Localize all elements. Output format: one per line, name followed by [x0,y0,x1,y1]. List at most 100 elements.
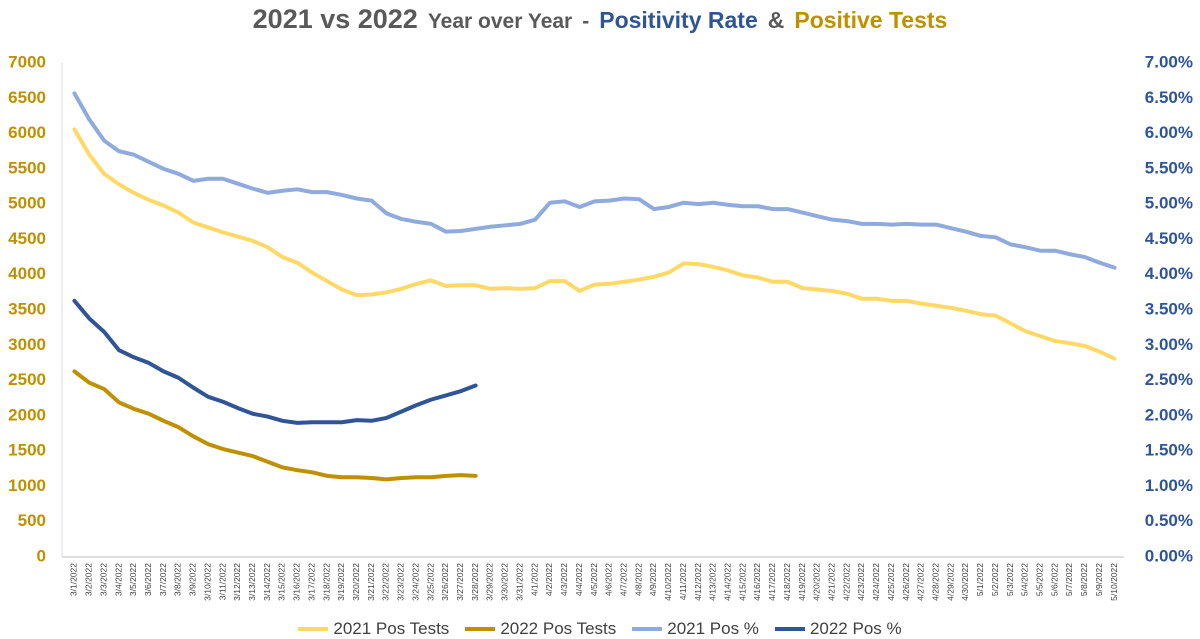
title-part: Positive Tests [794,7,948,33]
legend-label: 2021 Pos % [667,618,759,638]
x-tick-label: 5/8/2022 [1079,563,1089,596]
x-tick-label: 4/18/2022 [782,563,792,601]
y2-tick-label: 6.00% [1145,123,1193,142]
x-tick-label: 3/31/2022 [514,563,524,601]
x-tick-label: 4/20/2022 [812,563,822,601]
x-tick-label: 3/10/2022 [202,563,212,601]
x-tick-label: 3/9/2022 [188,563,198,596]
chart-title: 2021 vs 2022 Year over Year - Positivity Ra… [0,4,1200,35]
x-tick-label: 3/5/2022 [128,563,138,596]
x-tick-label: 4/21/2022 [826,563,836,601]
x-tick-label: 3/3/2022 [98,563,108,596]
x-tick-label: 5/5/2022 [1035,563,1045,596]
x-tick-label: 4/26/2022 [901,563,911,601]
x-tick-label: 4/2/2022 [544,563,554,596]
legend-swatch [632,627,663,632]
y2-tick-label: 1.00% [1145,476,1193,495]
y-tick-label: 5500 [8,158,46,177]
x-tick-label: 5/6/2022 [1049,563,1059,596]
x-tick-label: 3/17/2022 [306,563,316,601]
x-tick-label: 4/7/2022 [618,563,628,596]
y2-tick-label: 4.50% [1145,229,1193,248]
y2-tick-label: 0.50% [1145,511,1193,530]
x-tick-label: 4/22/2022 [841,563,851,601]
x-tick-label: 4/28/2022 [931,563,941,601]
x-tick-label: 3/8/2022 [173,563,183,596]
y-tick-label: 4000 [8,264,46,283]
x-tick-label: 3/21/2022 [366,563,376,601]
legend-item: 2021 Pos Tests [298,619,449,639]
x-tick-label: 4/13/2022 [708,563,718,601]
x-tick-label: 4/10/2022 [663,563,673,601]
y-tick-label: 1000 [8,476,46,495]
y2-tick-label: 7.00% [1145,52,1193,71]
x-tick-label: 4/15/2022 [737,563,747,601]
y-tick-label: 1500 [8,441,46,460]
chart: 0 500 1000 1500 2000 2500 3000 3500 4000 4500 5000… [8,52,1193,601]
legend-item: 2022 Pos Tests [465,619,616,639]
x-tick-label: 3/18/2022 [321,563,331,601]
x-tick-label: 3/4/2022 [113,563,123,596]
x-tick-label: 4/5/2022 [589,563,599,596]
x-tick-label: 5/7/2022 [1064,563,1074,596]
legend-item: 2021 Pos % [632,619,759,639]
x-tick-label: 4/30/2022 [960,563,970,601]
y-tick-label: 3000 [8,335,46,354]
y-tick-label: 5000 [8,194,46,213]
x-tick-label: 3/19/2022 [336,563,346,601]
y-tick-label: 6000 [8,123,46,142]
legend-label: 2022 Pos Tests [500,618,617,638]
x-tick-label: 4/6/2022 [604,563,614,596]
legend-label: 2021 Pos Tests [333,618,450,638]
x-tick-label: 3/7/2022 [158,563,168,596]
x-tick-label: 4/9/2022 [648,563,658,596]
legend-item: 2022 Pos % [774,618,902,639]
y-tick-label: 0 [37,546,46,565]
x-tick-label: 3/24/2022 [410,563,420,601]
legend-swatch [774,627,805,632]
x-tick-label: 4/27/2022 [916,563,926,601]
x-tick-label: 3/29/2022 [485,563,495,601]
x-tick-label: 3/25/2022 [425,563,435,601]
x-tick-label: 3/27/2022 [455,563,465,601]
y2-tick-label: 3.50% [1145,299,1193,318]
x-tick-label: 4/4/2022 [574,563,584,596]
x-tick-label: 4/29/2022 [945,563,955,601]
x-tick-label: 4/12/2022 [693,563,703,601]
x-tick-label: 5/9/2022 [1094,563,1104,596]
y-tick-label: 500 [18,511,46,530]
x-tick-label: 3/14/2022 [262,563,272,601]
y2-tick-label: 0.00% [1145,546,1193,565]
title-part: - [582,10,590,33]
x-tick-label: 4/1/2022 [529,563,539,596]
x-tick-label: 3/13/2022 [247,563,257,601]
y-tick-label: 3500 [8,299,46,318]
x-tick-label: 4/8/2022 [633,563,643,596]
series-line [72,298,478,425]
legend: 2021 Pos Tests 2022 Pos Tests 2021 Pos % 20… [0,618,1200,639]
x-tick-label: 4/14/2022 [722,563,732,601]
x-tick-label: 4/3/2022 [559,563,569,596]
x-tick-label: 3/15/2022 [277,563,287,601]
title-part: & [767,7,785,33]
x-tick-label: 5/4/2022 [1020,563,1030,596]
series-line [72,369,478,482]
y-tick-label: 4500 [8,229,46,248]
x-tick-label: 3/1/2022 [69,563,79,596]
x-tick-label: 3/28/2022 [470,563,480,601]
y2-tick-label: 2.00% [1145,405,1193,424]
y-tick-label: 2000 [8,405,46,424]
x-tick-label: 3/16/2022 [292,563,302,601]
x-tick-label: 3/22/2022 [381,563,391,601]
y2-tick-label: 5.50% [1145,158,1193,177]
x-tick-label: 4/24/2022 [871,563,881,601]
x-tick-label: 3/30/2022 [500,563,510,601]
y2-tick-label: 6.50% [1145,88,1193,107]
series-line [72,91,1117,270]
series-line [72,127,1117,361]
legend-label: 2022 Pos % [809,618,902,638]
x-tick-label: 5/1/2022 [975,563,985,596]
y-tick-label: 7000 [8,52,46,71]
x-tick-label: 3/12/2022 [232,563,242,601]
